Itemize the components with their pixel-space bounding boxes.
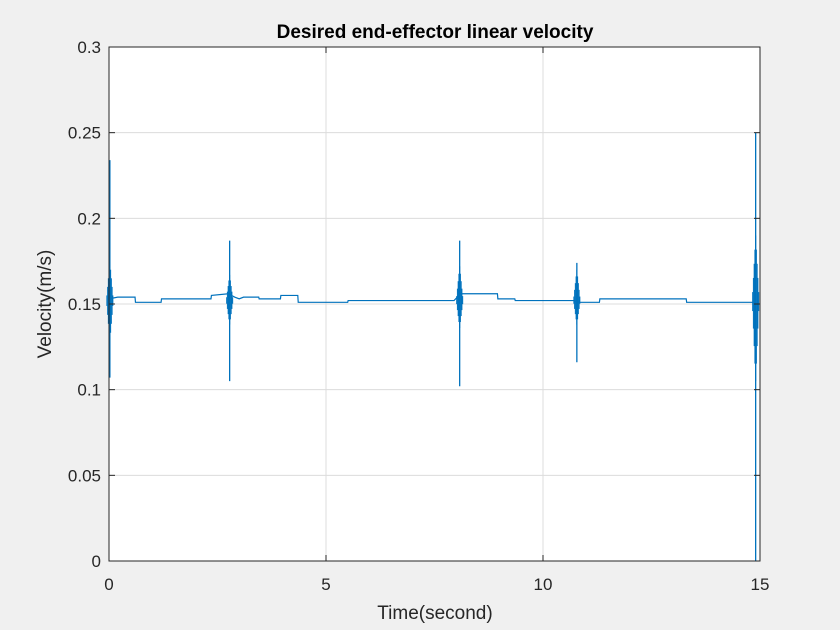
x-tick-label: 0 [104, 575, 113, 594]
y-axis-label: Velocity(m/s) [35, 250, 56, 359]
y-tick-label: 0.15 [68, 295, 101, 314]
spike-burst [752, 132, 760, 561]
x-tick-label: 15 [751, 575, 770, 594]
spike-burst [226, 240, 234, 382]
y-tick-label: 0.3 [77, 38, 101, 57]
x-tick-label: 5 [321, 575, 330, 594]
series-group [106, 132, 760, 561]
y-tick-label: 0.2 [77, 209, 101, 228]
x-axis-label: Time(second) [377, 603, 492, 624]
y-tick-label: 0 [92, 552, 101, 571]
ticks-group: 0 5 10 15 0 0.05 0.1 0.15 0.2 0.25 0.3 [68, 38, 770, 594]
spike-burst [456, 240, 464, 387]
y-tick-label: 0.05 [68, 466, 101, 485]
x-tick-label: 10 [534, 575, 553, 594]
y-tick-label: 0.25 [68, 124, 101, 143]
spike-burst [106, 160, 114, 378]
spike-burst [573, 262, 581, 363]
y-tick-label: 0.1 [77, 381, 101, 400]
chart-title: Desired end-effector linear velocity [277, 22, 594, 43]
